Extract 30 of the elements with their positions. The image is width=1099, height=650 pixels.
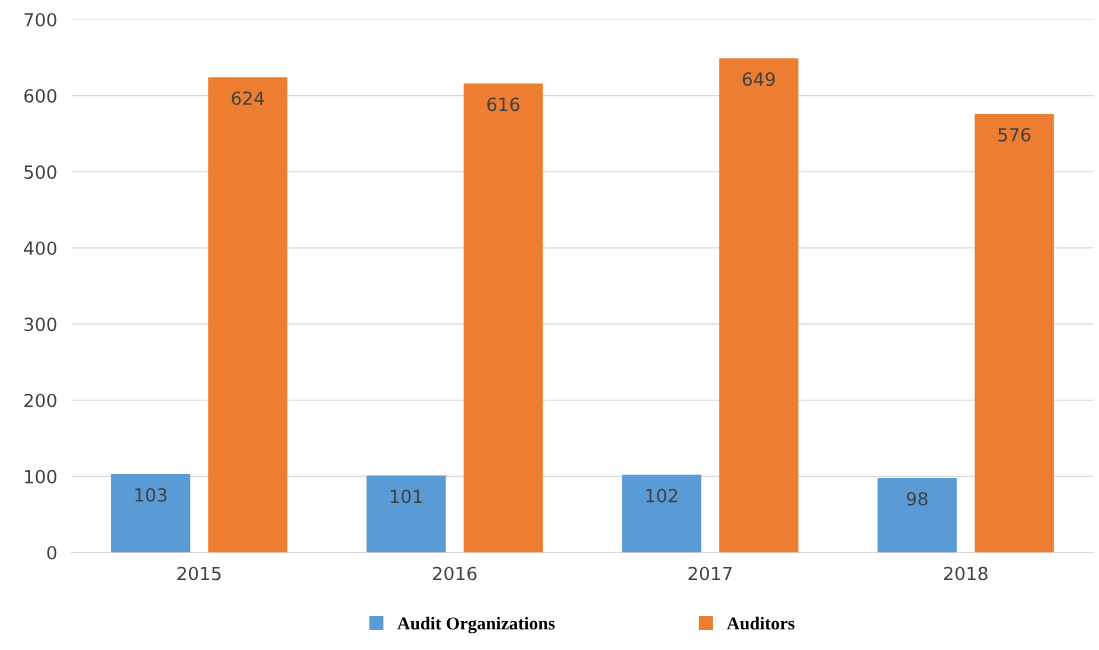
y-tick-label: 200 [24, 393, 57, 408]
data-label: 102 [646, 488, 678, 503]
y-tick-label: 100 [25, 469, 57, 484]
data-label: 103 [135, 488, 167, 502]
data-label: 616 [487, 97, 520, 112]
bar [877, 477, 957, 553]
x-tick-label: 2018 [944, 566, 988, 581]
bar [974, 113, 1054, 553]
legend-label: Audit Organizations [397, 616, 555, 634]
y-tick-label: 0 [47, 545, 57, 560]
bar [208, 77, 288, 553]
data-label: 576 [998, 127, 1031, 142]
data-label: 624 [231, 91, 264, 106]
y-tick-label: 700 [24, 12, 57, 27]
x-tick-label: 2015 [177, 566, 221, 581]
y-tick-label: 400 [23, 241, 57, 256]
data-label: 101 [390, 489, 422, 504]
y-tick-label: 600 [24, 89, 57, 103]
x-tick-label: 2016 [433, 566, 477, 581]
bar [463, 83, 543, 553]
bar [111, 474, 191, 553]
bar [366, 475, 446, 553]
legend-label: Auditors [726, 616, 795, 630]
data-label: 98 [906, 491, 928, 506]
data-label: 649 [742, 72, 775, 87]
x-tick-label: 2017 [688, 566, 732, 581]
y-tick-label: 500 [24, 165, 57, 179]
bar [622, 474, 702, 553]
y-tick-label: 300 [24, 317, 57, 332]
bar [719, 58, 799, 553]
